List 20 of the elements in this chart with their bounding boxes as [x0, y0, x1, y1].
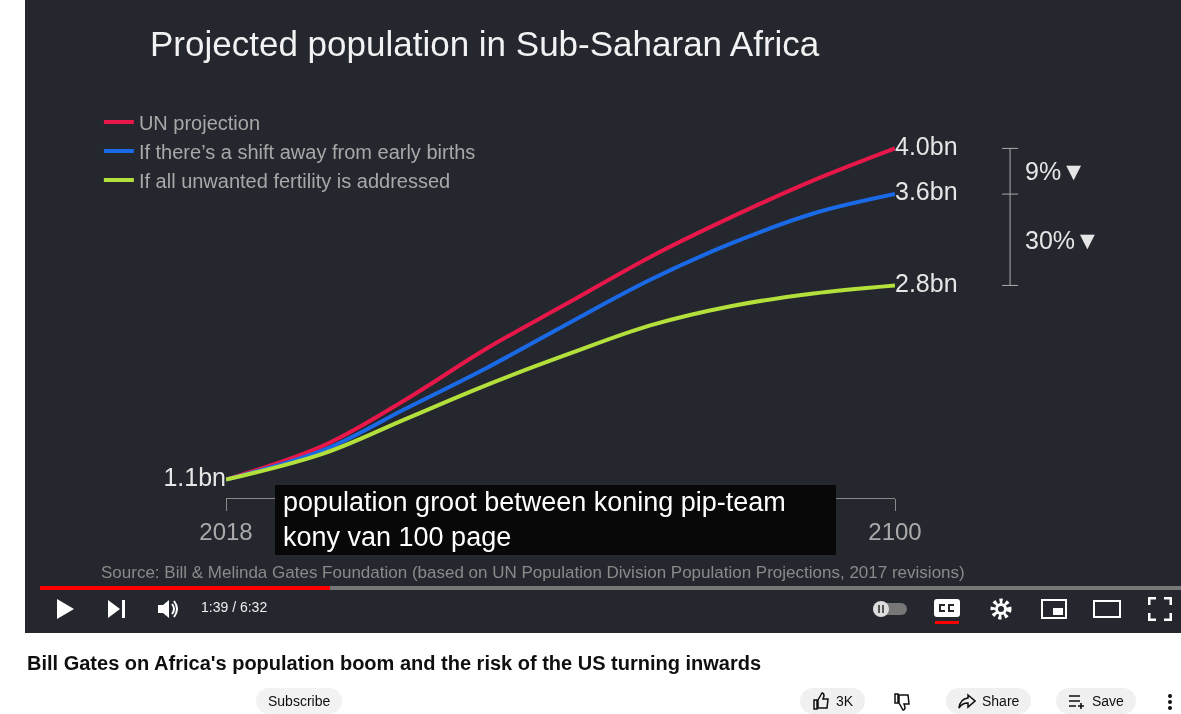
text: 1:39 / 6:32	[201, 599, 268, 615]
data-label: 3.6bn	[895, 177, 958, 206]
text: Subscribe	[268, 692, 331, 711]
text: population groot between koning pip-team kony van 100 page	[275, 485, 836, 555]
legend-label: If all unwanted fertility is addressed	[138, 169, 451, 192]
x-tick-label: 2018	[199, 517, 253, 545]
legend-label: UN projection	[138, 111, 261, 134]
legend-label: If there’s a shift away from early births	[138, 140, 476, 163]
chart-title: Projected population in Sub-Saharan Africa	[150, 24, 820, 64]
text: 9%▼	[1025, 157, 1086, 185]
data-label: 2.8bn	[895, 268, 958, 297]
source-note: Source: Bill & Melinda Gates Foundation (based on UN Population Division Population Projections, 2017 revisions)	[101, 563, 965, 582]
text: Share	[982, 692, 1020, 711]
text: 3K	[836, 692, 854, 711]
x-tick-label: 2100	[868, 517, 922, 545]
text: Bill Gates on Africa's population boom and the risk of the US turning inwards	[27, 652, 762, 675]
data-label: 1.1bn	[163, 462, 226, 491]
text: Save	[1092, 692, 1124, 711]
data-label: 4.0bn	[895, 131, 958, 160]
text: 30%▼	[1025, 226, 1100, 254]
